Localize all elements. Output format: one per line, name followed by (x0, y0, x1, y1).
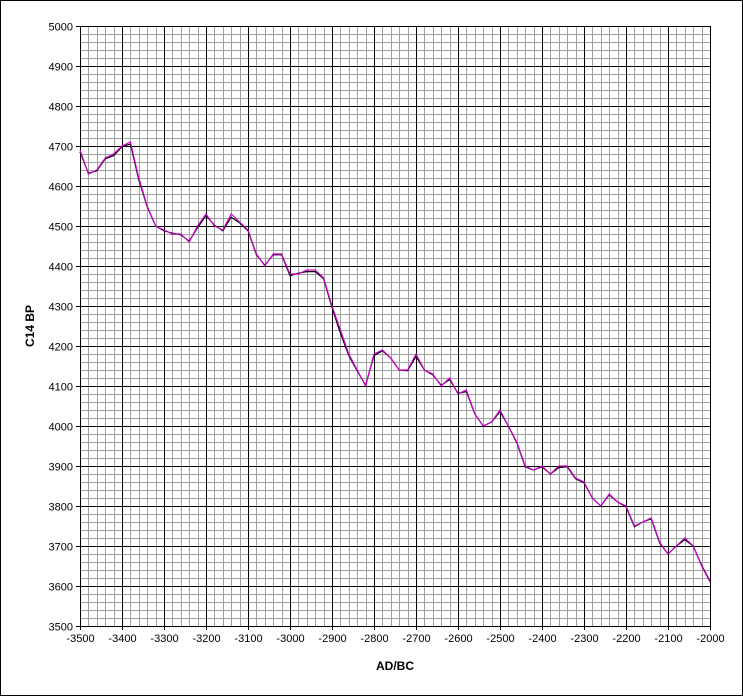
y-tick-label: 4000 (49, 422, 73, 434)
y-axis-title: C14 BP (23, 305, 37, 347)
y-tick-label: 4200 (49, 342, 73, 354)
y-tick-label: 3700 (49, 542, 73, 554)
plot (79, 141, 711, 583)
x-tick-label: -3300 (150, 633, 178, 645)
x-axis-title: AD/BC (376, 659, 414, 673)
y-tick-label: 3800 (49, 502, 73, 514)
x-tick-label: -3000 (276, 633, 304, 645)
y-tick-label: 4700 (49, 142, 73, 154)
x-tick-label: -2000 (696, 633, 724, 645)
x-tick-label: -3200 (192, 633, 220, 645)
x-tick-label: -2300 (570, 633, 598, 645)
x-tick-label: -2600 (444, 633, 472, 645)
y-tick-label: 5000 (49, 22, 73, 34)
x-tick-label: -2400 (528, 633, 556, 645)
x-tick-label: -2100 (654, 633, 682, 645)
x-tick-label: -3100 (234, 633, 262, 645)
series-line (79, 141, 711, 583)
y-tick-label: 4500 (49, 222, 73, 234)
x-tick-label: -2800 (360, 633, 388, 645)
y-tick-label: 4400 (49, 262, 73, 274)
y-tick-label: 4600 (49, 182, 73, 194)
x-tick-label: -2700 (402, 633, 430, 645)
x-tick-label: -2200 (612, 633, 640, 645)
y-tick-label: 4800 (49, 102, 73, 114)
y-tick-label: 3900 (49, 462, 73, 474)
x-tick-label: -3500 (66, 633, 94, 645)
y-tick-label: 4900 (49, 62, 73, 74)
y-tick-label: 3500 (49, 622, 73, 634)
x-tick-label: -2900 (318, 633, 346, 645)
y-tick-label: 3600 (49, 582, 73, 594)
plot-border (80, 26, 711, 627)
y-tick-label: 4100 (49, 382, 73, 394)
x-tick-label: -2500 (486, 633, 514, 645)
y-tick-label: 4300 (49, 302, 73, 314)
x-tick-label: -3400 (108, 633, 136, 645)
grid: -3500 -3400 -3300 -3200 -3100 -3000 -2900 -2800… (49, 22, 725, 646)
